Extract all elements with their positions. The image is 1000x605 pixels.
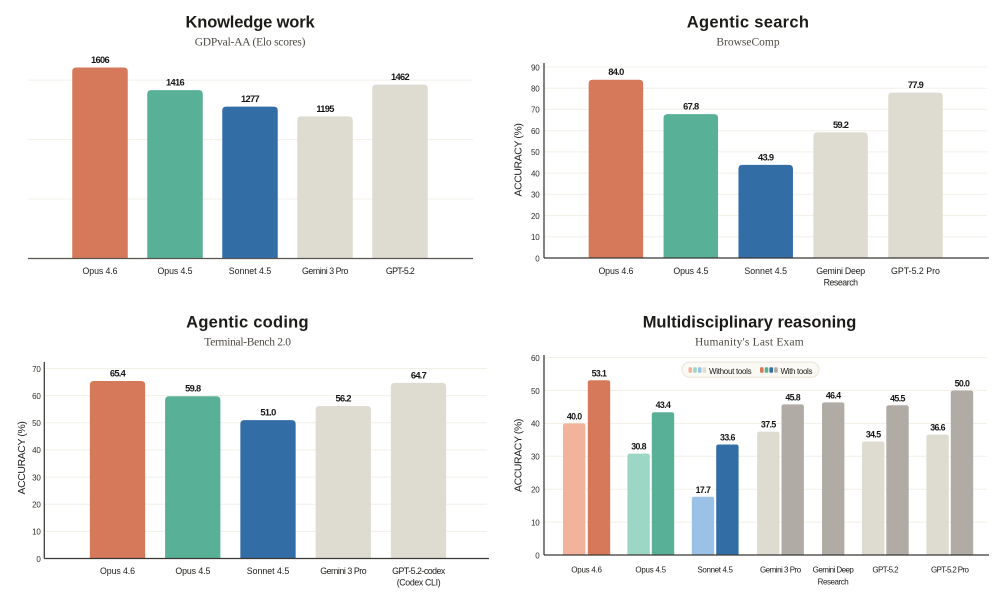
svg-text:10: 10 (32, 528, 41, 537)
svg-text:Opus 4.5: Opus 4.5 (673, 266, 708, 276)
svg-text:53.1: 53.1 (592, 368, 607, 378)
svg-text:34.5: 34.5 (866, 430, 881, 440)
svg-text:33.6: 33.6 (720, 433, 735, 443)
svg-text:Sonnet 4.5: Sonnet 4.5 (697, 565, 733, 574)
svg-text:Humanity's Last Exam: Humanity's Last Exam (695, 336, 804, 348)
svg-text:Research: Research (818, 577, 849, 586)
svg-text:0: 0 (36, 555, 41, 564)
svg-text:0: 0 (535, 551, 540, 560)
svg-text:With tools: With tools (781, 367, 813, 376)
svg-text:Opus 4.5: Opus 4.5 (158, 266, 193, 276)
svg-text:1277: 1277 (241, 94, 259, 104)
svg-text:0: 0 (535, 254, 540, 263)
svg-text:GPT-5.2: GPT-5.2 (872, 565, 899, 574)
svg-text:1606: 1606 (91, 55, 109, 65)
svg-text:20: 20 (531, 212, 540, 221)
svg-text:10: 10 (531, 518, 540, 527)
svg-text:17.7: 17.7 (696, 485, 711, 495)
svg-text:90: 90 (531, 63, 540, 72)
svg-text:10: 10 (531, 233, 540, 242)
svg-text:GPT-5.2: GPT-5.2 (386, 266, 415, 276)
svg-text:1416: 1416 (166, 78, 184, 88)
svg-text:Gemini 3 Pro: Gemini 3 Pro (320, 566, 366, 576)
svg-text:40: 40 (531, 169, 540, 178)
svg-text:Gemini 3 Pro: Gemini 3 Pro (760, 565, 802, 574)
svg-text:46.4: 46.4 (826, 390, 841, 400)
svg-text:1462: 1462 (391, 72, 409, 82)
svg-text:70: 70 (531, 106, 540, 115)
svg-text:64.7: 64.7 (411, 370, 427, 380)
svg-text:36.6: 36.6 (930, 423, 945, 433)
svg-text:Opus 4.6: Opus 4.6 (598, 266, 633, 276)
svg-text:Opus 4.6: Opus 4.6 (83, 266, 118, 276)
svg-text:30.8: 30.8 (631, 442, 646, 452)
svg-text:60: 60 (531, 127, 540, 136)
svg-text:1195: 1195 (316, 104, 334, 114)
svg-text:37.5: 37.5 (761, 420, 776, 430)
svg-text:56.2: 56.2 (336, 394, 352, 404)
svg-text:GPT-5.2 Pro: GPT-5.2 Pro (931, 565, 970, 574)
svg-text:50.0: 50.0 (955, 379, 970, 389)
svg-text:ACCURACY (%): ACCURACY (%) (514, 124, 525, 197)
svg-text:GPT-5.2-codex: GPT-5.2-codex (392, 566, 446, 576)
svg-text:20: 20 (32, 501, 41, 510)
svg-text:Sonnet 4.5: Sonnet 4.5 (744, 266, 787, 276)
svg-text:Opus 4.5: Opus 4.5 (175, 566, 210, 576)
svg-text:Opus 4.6: Opus 4.6 (571, 565, 602, 574)
svg-text:65.4: 65.4 (110, 369, 127, 379)
svg-text:30: 30 (531, 453, 540, 462)
svg-text:70: 70 (32, 365, 41, 374)
svg-text:Research: Research (824, 278, 859, 288)
svg-text:GPT-5.2 Pro: GPT-5.2 Pro (891, 266, 940, 276)
svg-text:45.5: 45.5 (890, 393, 905, 403)
svg-text:51.0: 51.0 (260, 408, 276, 418)
svg-text:Sonnet 4.5: Sonnet 4.5 (247, 566, 290, 576)
svg-text:59.8: 59.8 (185, 384, 201, 394)
svg-text:40: 40 (32, 446, 41, 455)
svg-text:20: 20 (531, 486, 540, 495)
svg-text:67.8: 67.8 (683, 102, 699, 112)
svg-text:43.4: 43.4 (656, 400, 671, 410)
svg-text:GDPval-AA (Elo scores): GDPval-AA (Elo scores) (195, 36, 306, 48)
svg-text:30: 30 (32, 473, 41, 482)
svg-text:Opus 4.5: Opus 4.5 (635, 565, 666, 574)
svg-text:(Codex CLI): (Codex CLI) (397, 578, 441, 588)
svg-text:50: 50 (531, 387, 540, 396)
svg-text:43.9: 43.9 (758, 152, 774, 162)
svg-text:Agentic search: Agentic search (687, 14, 810, 32)
svg-text:Gemini Deep: Gemini Deep (816, 266, 865, 276)
svg-text:50: 50 (531, 148, 540, 157)
svg-text:60: 60 (32, 392, 41, 401)
svg-text:ACCURACY (%): ACCURACY (%) (514, 419, 525, 492)
svg-text:BrowseComp: BrowseComp (716, 36, 780, 48)
svg-text:ACCURACY (%): ACCURACY (%) (17, 422, 28, 495)
svg-text:Gemini 3 Pro: Gemini 3 Pro (302, 266, 348, 276)
svg-text:Sonnet 4.5: Sonnet 4.5 (229, 266, 272, 276)
svg-text:40: 40 (531, 420, 540, 429)
svg-text:45.8: 45.8 (785, 392, 800, 402)
svg-text:84.0: 84.0 (608, 67, 624, 77)
svg-text:Terminal-Bench 2.0: Terminal-Bench 2.0 (204, 336, 291, 348)
svg-text:Without tools: Without tools (709, 367, 752, 376)
svg-text:Agentic coding: Agentic coding (186, 314, 309, 332)
svg-text:Gemini Deep: Gemini Deep (813, 565, 855, 574)
svg-text:40.0: 40.0 (567, 411, 582, 421)
svg-text:80: 80 (531, 85, 540, 94)
svg-text:30: 30 (531, 191, 540, 200)
svg-text:Opus 4.6: Opus 4.6 (100, 566, 135, 576)
svg-text:60: 60 (531, 354, 540, 363)
svg-text:Multidisciplinary reasoning: Multidisciplinary reasoning (643, 314, 857, 332)
svg-text:Knowledge work: Knowledge work (186, 14, 316, 32)
svg-text:50: 50 (32, 419, 41, 428)
svg-text:77.9: 77.9 (908, 80, 924, 90)
svg-text:59.2: 59.2 (833, 120, 849, 130)
